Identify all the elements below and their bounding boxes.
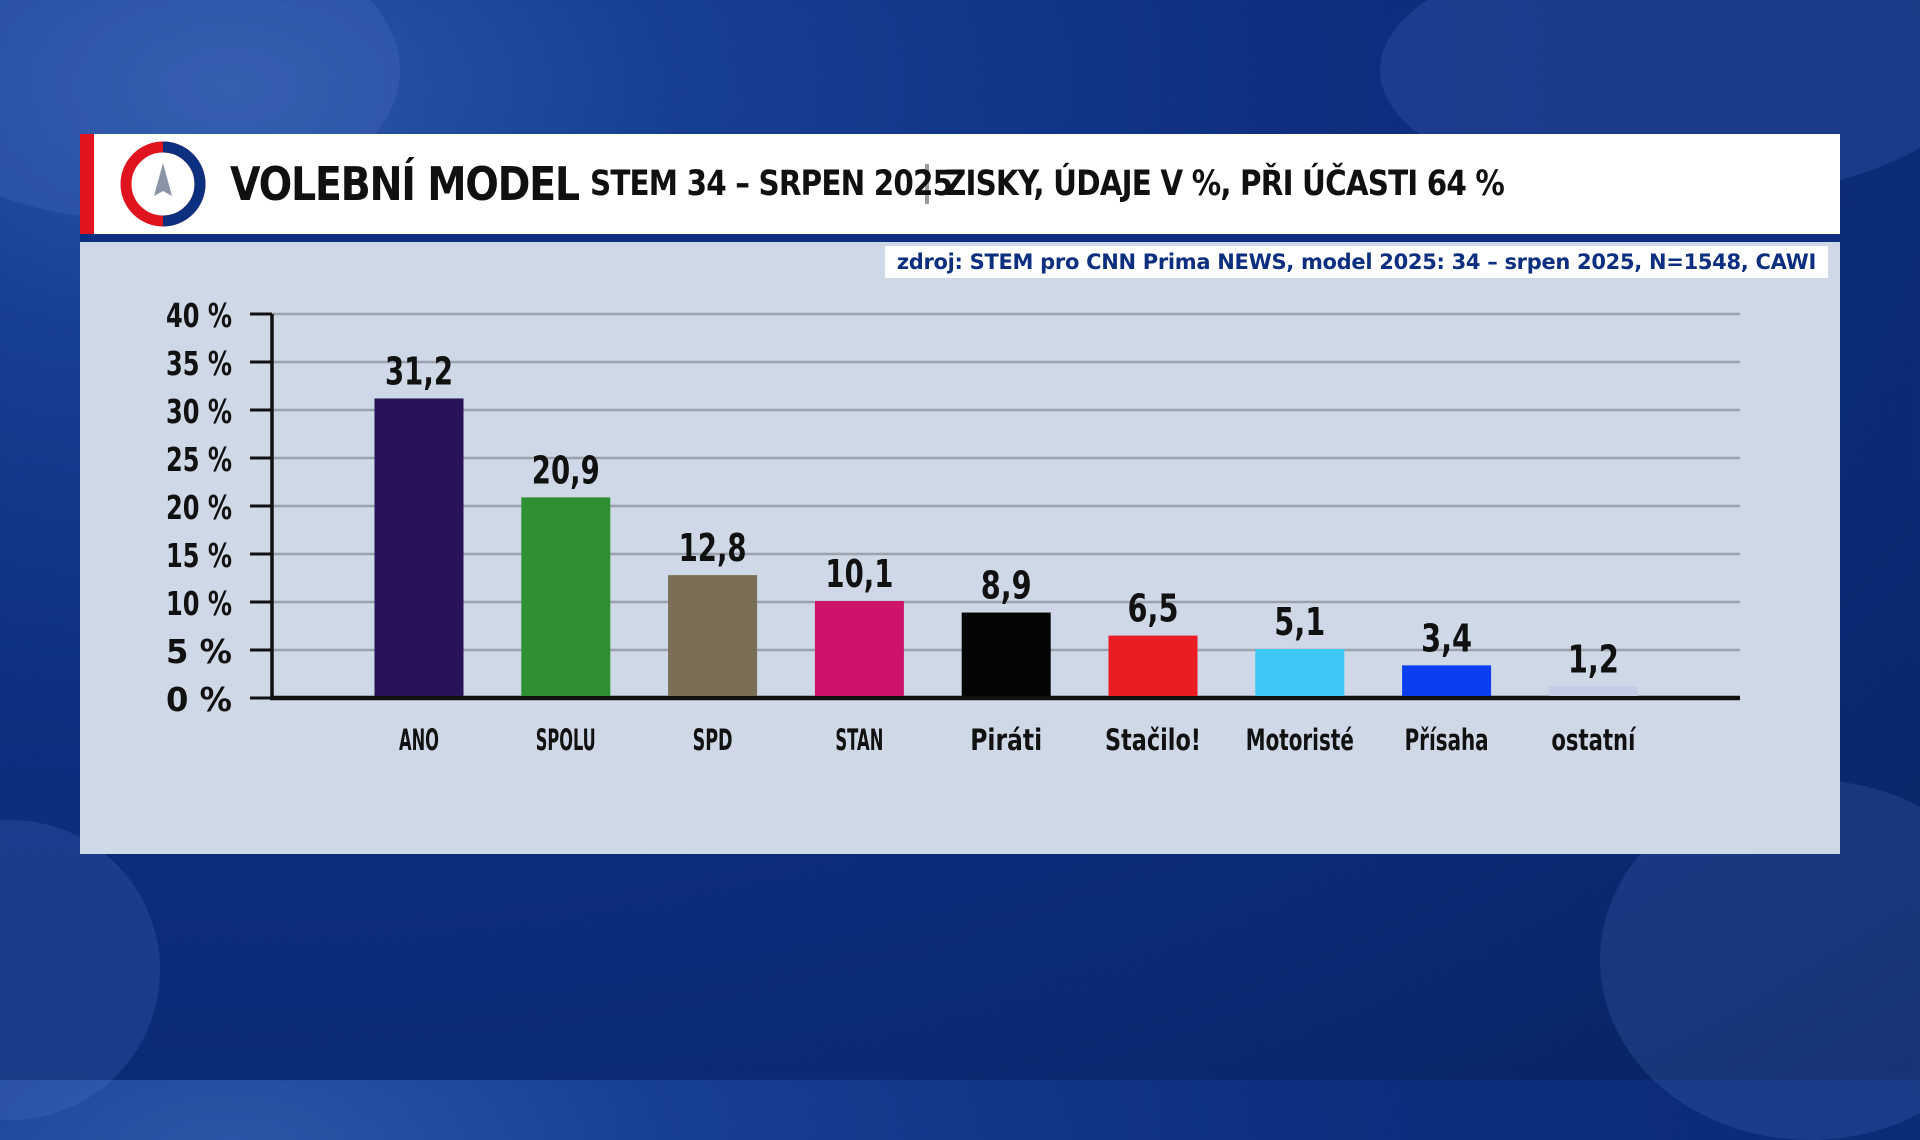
value-label: 5,1 bbox=[1274, 600, 1325, 644]
bar-ano bbox=[374, 398, 464, 696]
category-label: STAN bbox=[835, 723, 883, 757]
header-underline bbox=[80, 234, 1840, 242]
value-label: 20,9 bbox=[532, 448, 600, 492]
bar-stačilo! bbox=[1108, 635, 1198, 696]
category-label: SPD bbox=[693, 723, 733, 757]
source-note: zdroj: STEM pro CNN Prima NEWS, model 20… bbox=[884, 246, 1828, 278]
y-tick-label: 0 % bbox=[166, 680, 232, 719]
category-label: Motoristé bbox=[1246, 723, 1354, 757]
y-tick-label: 20 % bbox=[166, 488, 232, 527]
bar-piráti bbox=[961, 612, 1051, 696]
y-tick-label: 35 % bbox=[166, 344, 232, 383]
title-divider bbox=[924, 164, 929, 204]
bar-spd bbox=[668, 575, 758, 696]
category-label: ostatní bbox=[1551, 723, 1636, 757]
accent-bar bbox=[80, 134, 94, 234]
category-label: ANO bbox=[399, 723, 439, 757]
page-title-row: VOLEBNÍ MODEL STEM 34 – SRPEN 2025 ZISKY… bbox=[230, 134, 1820, 234]
value-label: 10,1 bbox=[825, 552, 893, 596]
bar-spolu bbox=[521, 497, 611, 696]
page-subtitle: STEM 34 – SRPEN 2025 bbox=[589, 164, 953, 204]
compass-logo-icon bbox=[120, 141, 206, 227]
y-tick-label: 15 % bbox=[166, 536, 232, 575]
category-label: Stačilo! bbox=[1105, 723, 1201, 757]
category-label: Přísaha bbox=[1405, 723, 1489, 757]
y-tick-label: 5 % bbox=[166, 632, 232, 671]
bar-ostatní bbox=[1548, 686, 1638, 696]
header-panel: VOLEBNÍ MODEL STEM 34 – SRPEN 2025 ZISKY… bbox=[80, 134, 1840, 234]
category-label: Piráti bbox=[970, 723, 1042, 757]
value-label: 3,4 bbox=[1421, 616, 1472, 660]
bar-motoristé bbox=[1255, 649, 1345, 696]
bar-chart: 0 % 5 % 10 % 15 % 20 % 25 % 30 % 35 % 40 % 31,2 AN… bbox=[166, 296, 1740, 757]
value-label: 6,5 bbox=[1128, 587, 1179, 631]
page-title: VOLEBNÍ MODEL bbox=[230, 157, 580, 211]
chart-panel: zdroj: STEM pro CNN Prima NEWS, model 20… bbox=[80, 242, 1840, 854]
y-tick-label: 25 % bbox=[166, 440, 232, 479]
value-label: 12,8 bbox=[679, 526, 747, 570]
value-label: 31,2 bbox=[385, 349, 453, 393]
value-label: 1,2 bbox=[1568, 637, 1619, 681]
y-tick-label: 10 % bbox=[166, 584, 232, 623]
y-tick-label: 30 % bbox=[166, 392, 232, 431]
y-tick-label: 40 % bbox=[166, 296, 232, 335]
category-label: SPOLU bbox=[536, 723, 596, 757]
page-subtitle-detail: ZISKY, ÚDAJE V %, PŘI ÚČASTI 64 % bbox=[944, 164, 1505, 204]
value-label: 8,9 bbox=[981, 564, 1032, 608]
bar-stan bbox=[814, 601, 904, 696]
bar-přísaha bbox=[1402, 665, 1492, 696]
